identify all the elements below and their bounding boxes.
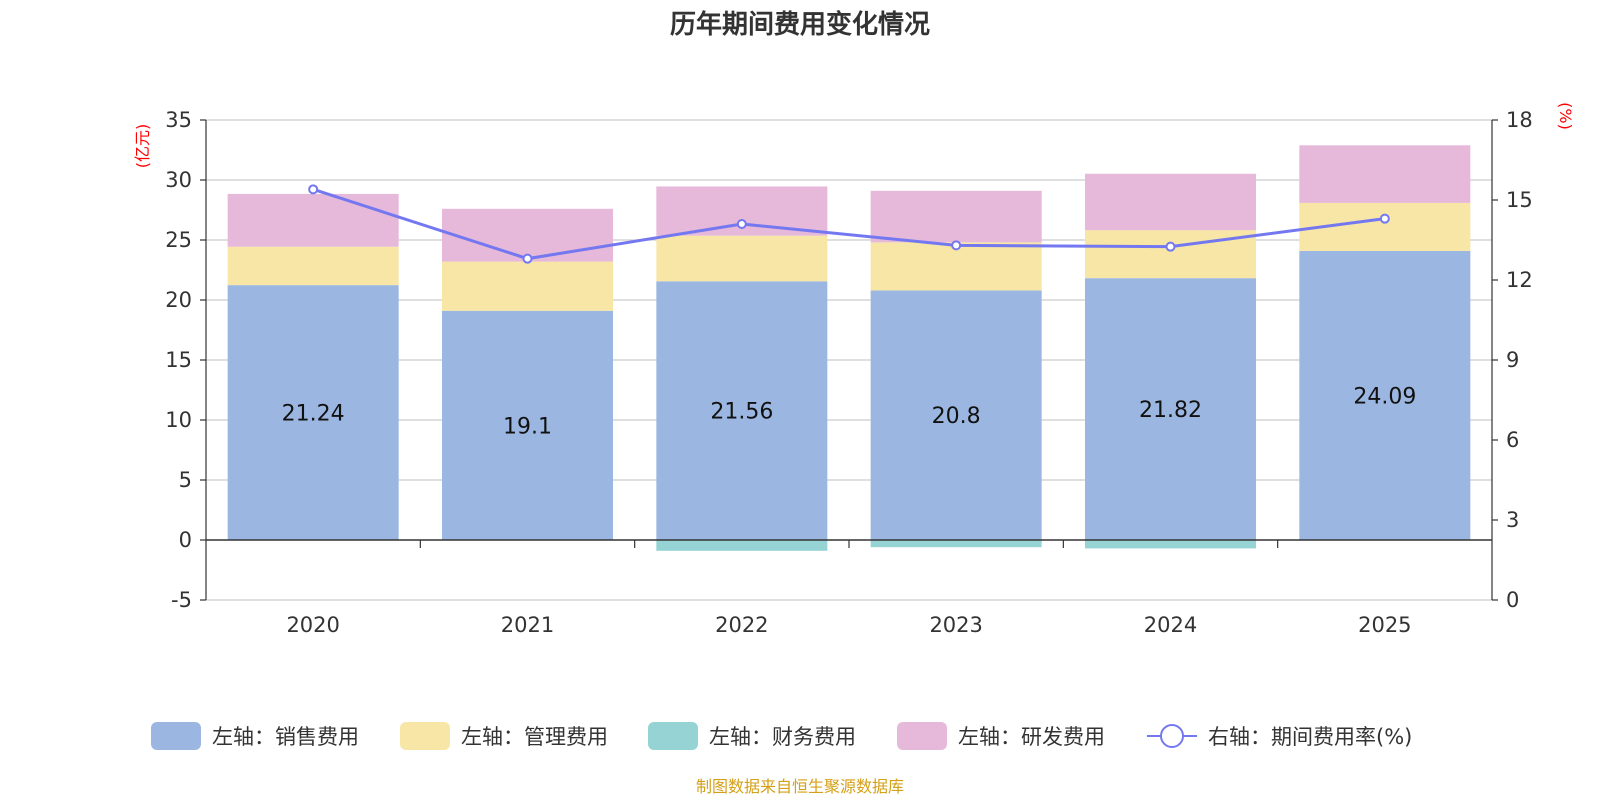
legend-swatch	[400, 722, 450, 750]
legend-label: 左轴：研发费用	[958, 725, 1105, 749]
bar-segment	[870, 540, 1042, 548]
left-tick-label: 5	[179, 468, 192, 492]
right-tick-label: 12	[1506, 268, 1533, 292]
legend-swatch	[151, 722, 201, 750]
line-series	[308, 184, 1390, 264]
right-tick-label: 9	[1506, 348, 1519, 372]
bar-segment	[656, 235, 828, 282]
rate-line	[312, 187, 1386, 261]
bar-segment	[1085, 540, 1256, 549]
bar-segment	[870, 190, 1042, 243]
x-tick-label: 2023	[929, 613, 982, 637]
rate-point	[736, 219, 747, 229]
bar-segment	[870, 242, 1042, 291]
x-tick-label: 2020	[286, 613, 339, 637]
x-tick-label: 2025	[1358, 613, 1411, 637]
data-label: 24.09	[1353, 384, 1416, 409]
left-tick-label: -5	[171, 588, 192, 612]
rate-point	[1379, 213, 1390, 224]
left-tick-label: 35	[165, 108, 192, 132]
left-tick-label: 25	[165, 228, 192, 252]
left-tick-label: 0	[179, 528, 192, 552]
x-tick-label: 2024	[1144, 613, 1197, 637]
data-label: 21.82	[1139, 398, 1202, 423]
bar-segment	[1085, 173, 1256, 231]
bar-segment	[656, 281, 828, 540]
legend-label: 右轴：期间费用率(%)	[1208, 725, 1412, 749]
bar-segment	[227, 285, 399, 540]
data-label: 21.24	[282, 402, 345, 427]
left-axis-unit: (亿元)	[133, 124, 152, 169]
data-label: 20.8	[932, 404, 981, 429]
chart-title: 历年期间费用变化情况	[670, 9, 930, 40]
x-tick-label: 2022	[715, 613, 768, 637]
x-tick-label: 2021	[501, 613, 554, 637]
right-tick-label: 6	[1506, 428, 1519, 452]
bar-segment	[442, 208, 613, 262]
legend-label: 左轴：销售费用	[212, 725, 359, 749]
right-tick-label: 15	[1506, 188, 1533, 212]
rate-point	[1165, 241, 1176, 252]
rate-point	[522, 253, 533, 264]
bar-segment	[227, 193, 399, 247]
bar-segment	[227, 246, 399, 286]
bar-segment	[656, 540, 828, 551]
legend-label: 左轴：管理费用	[461, 725, 608, 749]
data-label: 19.1	[503, 414, 552, 439]
right-tick-label: 18	[1506, 108, 1533, 132]
bar-segment	[1085, 278, 1256, 540]
bar-data-labels: 21.24 19.1 21.56 20.8 21.82 24.09	[282, 384, 1417, 439]
legend-label: 左轴：财务费用	[709, 725, 856, 749]
bar-segment	[442, 310, 613, 540]
right-axis-unit: (%)	[1556, 102, 1575, 130]
bar-segment	[870, 290, 1042, 540]
legend-swatch	[648, 722, 698, 750]
left-tick-label: 10	[165, 408, 192, 432]
bar-series	[227, 145, 1471, 551]
legend: 左轴：销售费用 左轴：管理费用 左轴：财务费用 左轴：研发费用 右轴：期间费用率(%)	[151, 722, 1412, 750]
rate-point	[951, 240, 962, 251]
axes	[200, 119, 1498, 601]
bar-segment	[1299, 145, 1471, 203]
right-tick-label: 3	[1506, 508, 1519, 532]
left-tick-label: 15	[165, 348, 192, 372]
legend-swatch	[897, 722, 947, 750]
left-tick-label: 20	[165, 288, 192, 312]
bar-segment	[1299, 250, 1471, 541]
right-tick-label: 0	[1506, 588, 1519, 612]
gridlines	[206, 119, 1492, 601]
legend-marker	[1160, 724, 1184, 748]
rate-point	[308, 184, 319, 195]
data-label: 21.56	[710, 400, 773, 425]
left-tick-label: 30	[165, 168, 192, 192]
bar-segment	[442, 261, 613, 311]
source-note: 制图数据来自恒生聚源数据库	[696, 777, 904, 796]
